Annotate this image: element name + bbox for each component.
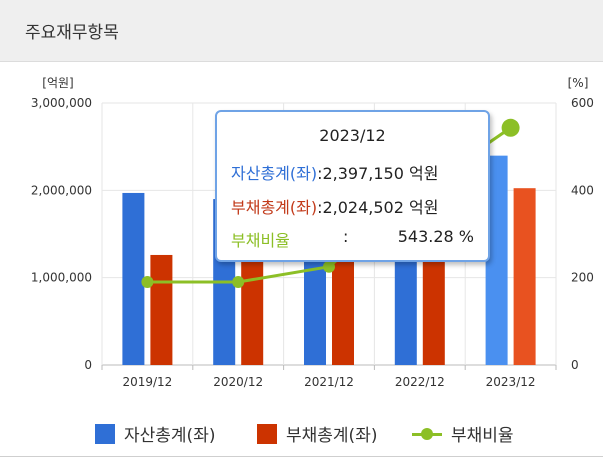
- panel-header: 주요재무항목: [0, 0, 603, 62]
- ratio-point-2023/12: [501, 118, 520, 137]
- y-left-tick-label: 3,000,000: [31, 96, 92, 110]
- y-right-tick-label: 200: [571, 271, 594, 285]
- bar-debt-2019/12: [150, 254, 173, 365]
- bar-debt-2023/12: [513, 188, 536, 365]
- legend-line-ratio: [412, 424, 442, 444]
- bar-asset-2023/12: [485, 155, 508, 365]
- y-left-tick-label: 1,000,000: [31, 271, 92, 285]
- x-tick-label: 2023/12: [486, 375, 536, 389]
- tooltip-debt-value: :2,024,502 억원: [317, 198, 439, 217]
- legend-item-debt[interactable]: 부채총계(좌): [257, 421, 377, 446]
- tooltip-ratio-label: 부채비율: [231, 231, 290, 250]
- tooltip-asset-label: 자산총계(좌): [231, 164, 318, 183]
- y-left-axis-title: [억원]: [42, 76, 73, 90]
- panel-title: 주요재무항목: [25, 23, 119, 43]
- y-right-tick-label: 400: [571, 183, 594, 197]
- chart-tooltip: 2023/12 자산총계(좌):2,397,150 억원 부채총계(좌):2,0…: [215, 110, 490, 262]
- tooltip-debt-row: 부채총계(좌):2,024,502 억원: [231, 194, 438, 218]
- bottom-divider: [0, 456, 603, 457]
- x-tick-label: 2020/12: [213, 375, 263, 389]
- y-left-tick-label: 0: [84, 358, 92, 372]
- legend-label-debt: 부채총계(좌): [286, 426, 378, 446]
- ratio-point-2019/12: [141, 276, 154, 289]
- bar-debt-2021/12: [332, 229, 354, 365]
- tooltip-asset-value: :2,397,150 억원: [317, 164, 439, 183]
- x-tick-label: 2021/12: [304, 375, 354, 389]
- tooltip-asset-row: 자산총계(좌):2,397,150 억원: [231, 160, 438, 184]
- y-right-tick-label: 0: [571, 358, 579, 372]
- tooltip-debt-label: 부채총계(좌): [231, 198, 318, 217]
- bar-asset-2019/12: [122, 192, 145, 365]
- tooltip-title: 2023/12: [319, 126, 386, 145]
- y-left-tick-label: 2,000,000: [31, 183, 92, 197]
- x-tick-label: 2022/12: [395, 375, 445, 389]
- legend-swatch-debt: [257, 423, 277, 444]
- tooltip-ratio-separator: :: [343, 227, 349, 246]
- legend-label-ratio: 부채비율: [451, 426, 514, 446]
- y-right-axis-title: [%]: [568, 76, 589, 90]
- x-tick-label: 2019/12: [122, 375, 172, 389]
- ratio-point-2020/12: [232, 276, 245, 289]
- bar-debt-2020/12: [241, 251, 264, 365]
- legend-swatch-asset: [95, 423, 115, 444]
- tooltip-ratio-row: 부채비율: [231, 227, 290, 251]
- legend-item-ratio[interactable]: 부채비율: [412, 421, 514, 446]
- legend-item-asset[interactable]: 자산총계(좌): [95, 421, 215, 446]
- ratio-point-2021/12: [323, 260, 335, 273]
- y-right-tick-label: 600: [571, 96, 594, 110]
- legend-label-asset: 자산총계(좌): [124, 426, 216, 446]
- tooltip-ratio-value: 543.28 %: [397, 227, 474, 246]
- chart-legend: 자산총계(좌) 부채총계(좌) 부채비율: [0, 421, 603, 449]
